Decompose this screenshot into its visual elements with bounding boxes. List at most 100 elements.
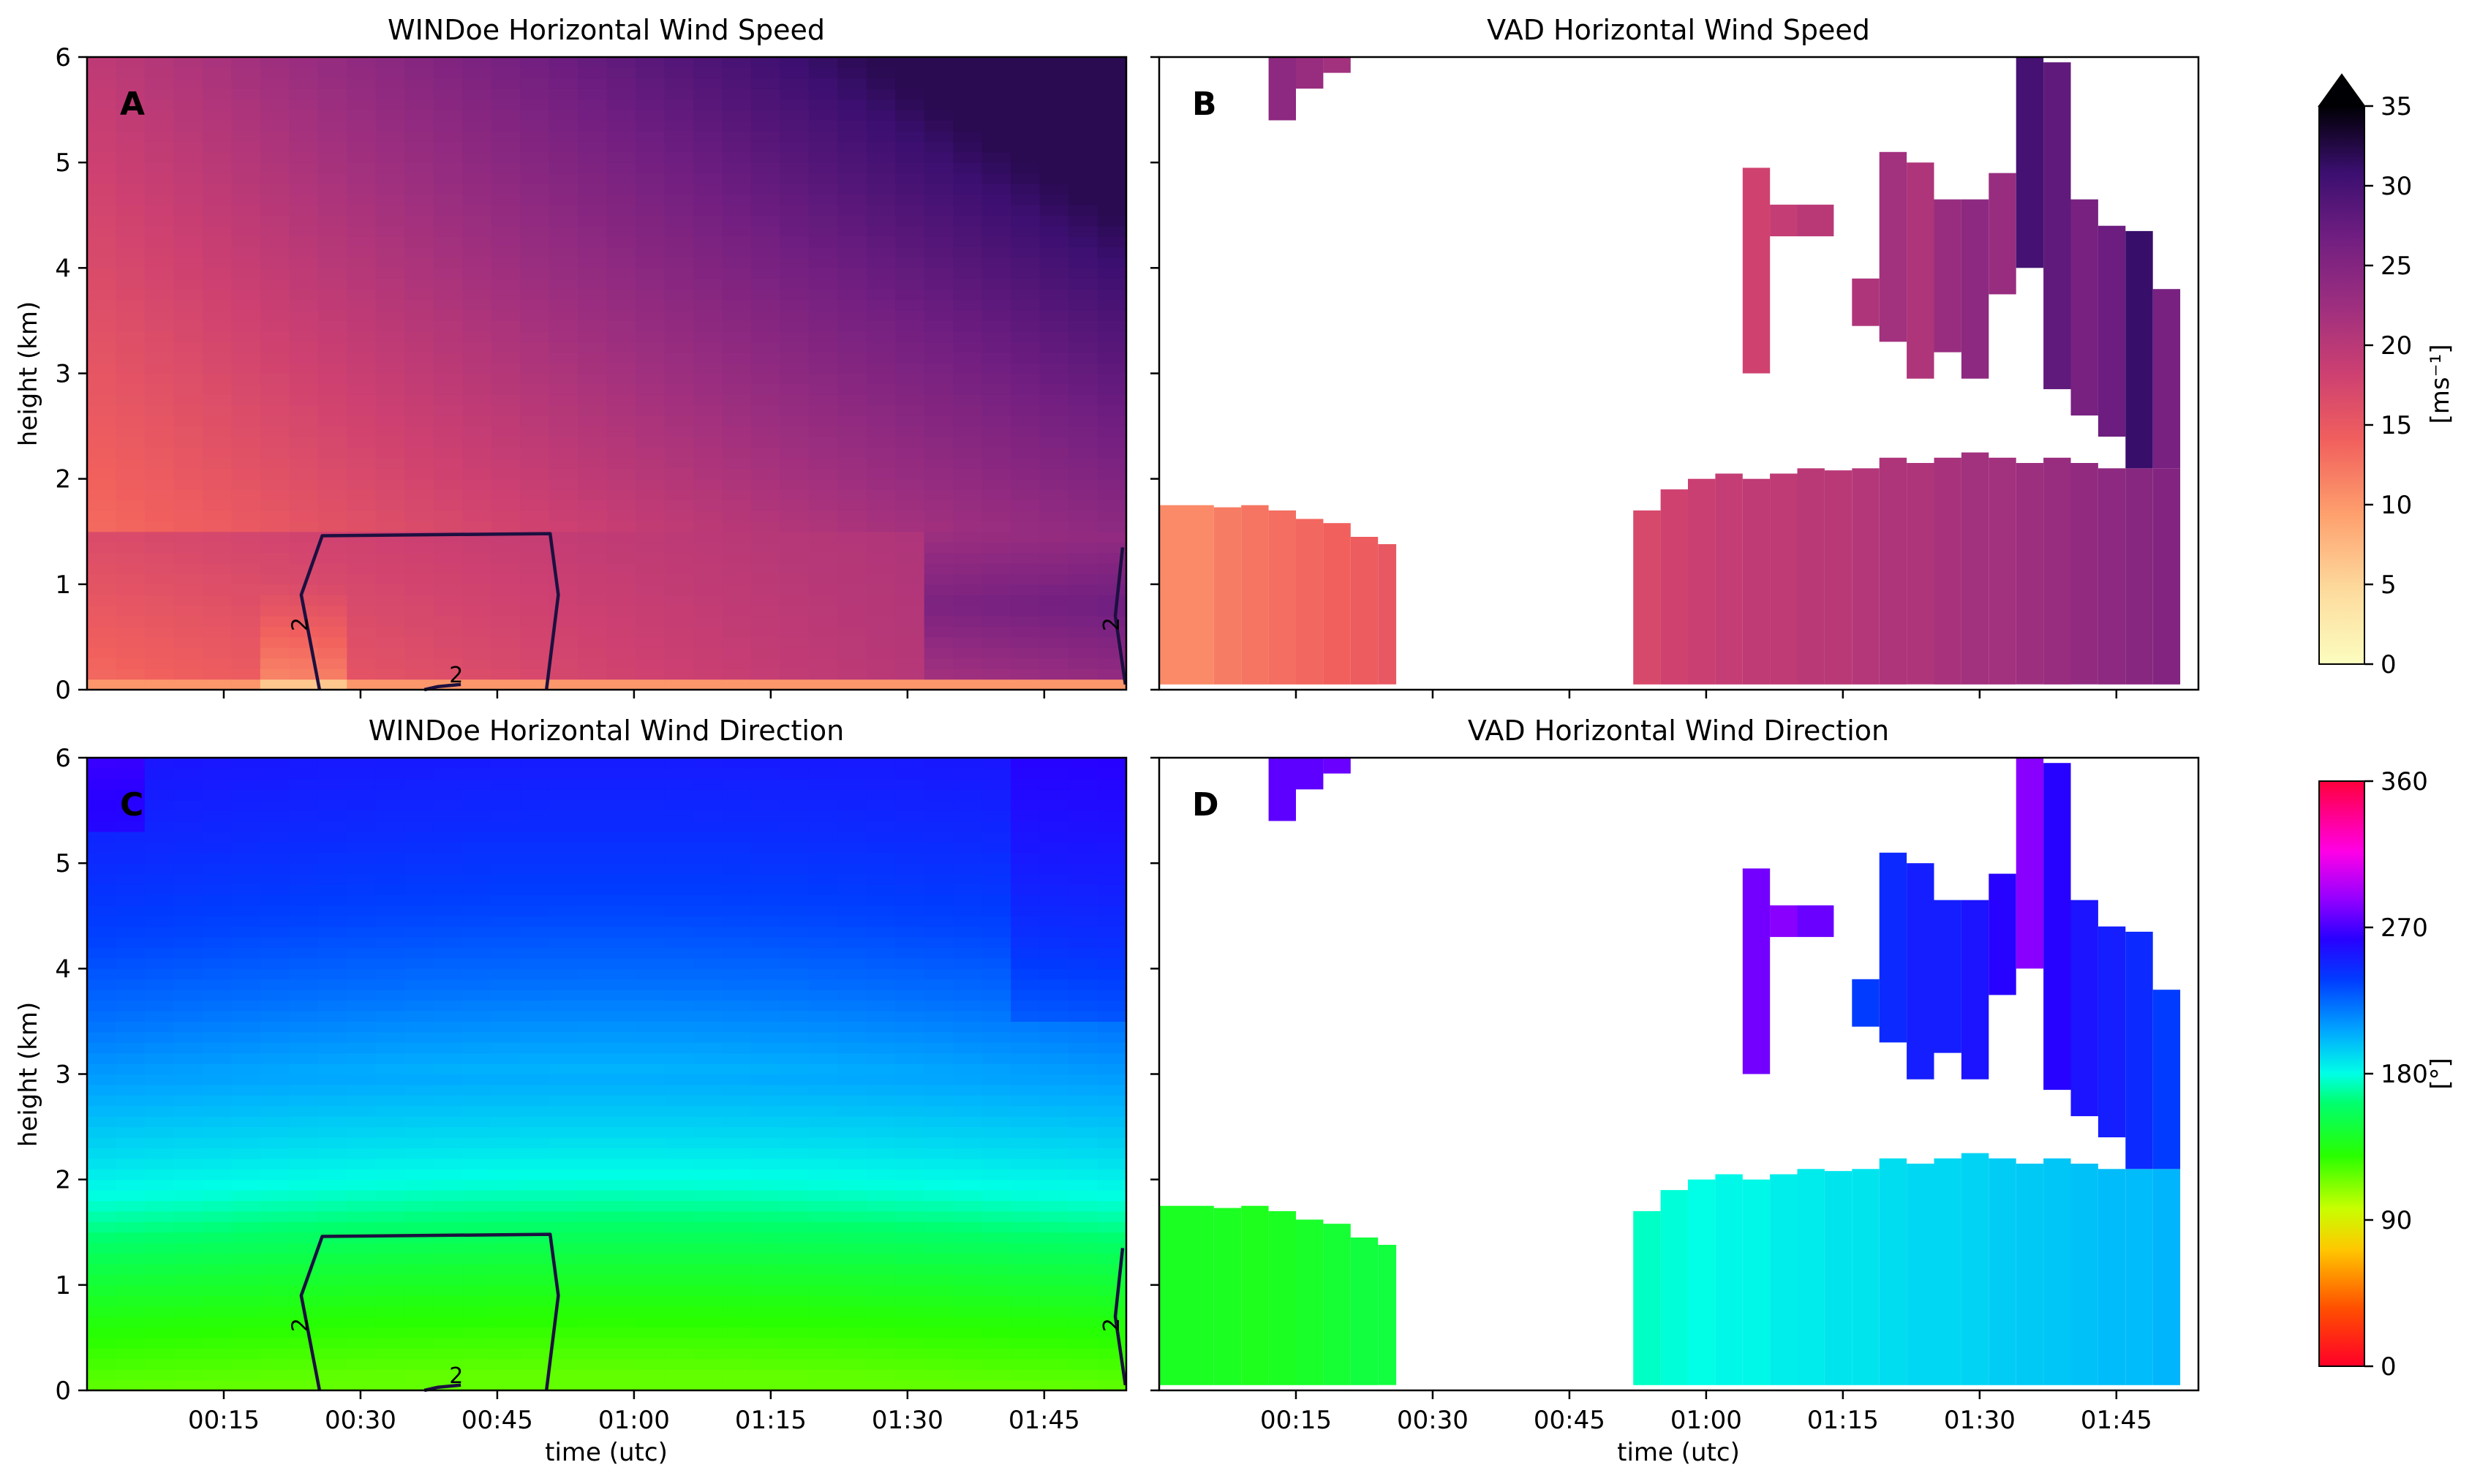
heatmap-cell [1097,873,1127,885]
heatmap-cell [837,383,867,395]
heatmap-cell [636,1358,666,1370]
heatmap-cell [231,926,261,938]
heatmap-cell [347,426,377,437]
colorbar-direction-bar [2318,780,2365,1367]
heatmap-cell [491,500,521,511]
heatmap-cell [144,415,174,427]
heatmap-cell [87,626,117,638]
heatmap-cell [722,278,752,290]
heatmap-cell [664,310,694,321]
heatmap-cell [260,563,290,574]
heatmap-cell [750,616,780,628]
heatmap-cell [750,863,780,875]
heatmap-cell [1011,584,1041,595]
heatmap-cell [722,78,752,89]
heatmap-cell [1097,1031,1127,1043]
heatmap-cell [837,626,867,638]
heatmap-cell [981,990,1011,1001]
heatmap-cell [260,352,290,364]
heatmap-cell [953,616,983,628]
heatmap-cell [462,1052,492,1064]
heatmap-cell [260,1317,290,1328]
heatmap-cell [87,404,117,416]
heatmap-cell [1097,1379,1127,1391]
heatmap-cell [1011,204,1041,216]
heatmap-cell [722,1348,752,1360]
vad-block-32 [1770,204,1798,237]
heatmap-cell [953,1243,983,1254]
heatmap-cell [462,110,492,121]
heatmap-cell [636,821,666,832]
heatmap-cell [578,130,608,142]
heatmap-cell [116,552,146,564]
heatmap-cell [693,1306,723,1317]
heatmap-cell [722,352,752,364]
heatmap-cell [87,1295,117,1307]
heatmap-cell [1068,310,1098,321]
heatmap-cell [1068,1379,1098,1391]
heatmap-cell [808,151,838,163]
heatmap-cell [722,768,752,780]
heatmap-cell [347,1042,377,1054]
heatmap-cell [780,1137,810,1148]
heatmap-cell [780,552,810,564]
heatmap-cell [491,57,521,68]
heatmap-cell [520,1116,550,1128]
heatmap-cell [837,1169,867,1180]
heatmap-cell [866,979,896,990]
heatmap-cell [260,595,290,606]
heatmap-cell [895,383,925,395]
heatmap-cell [375,521,405,532]
heatmap-cell [116,799,146,811]
heatmap-cell [202,373,232,385]
heatmap-cell [173,1190,203,1202]
heatmap-cell [924,99,954,110]
heatmap-cell [433,842,463,854]
heatmap-cell [375,768,405,780]
heatmap-cell [837,489,867,501]
heatmap-cell [693,1284,723,1296]
heatmap-cell [780,1200,810,1212]
heatmap-cell [289,1337,319,1349]
heatmap-cell [578,799,608,811]
heatmap-cell [317,151,347,163]
heatmap-cell [750,162,780,174]
heatmap-cell [693,78,723,89]
heatmap-cell [549,78,578,89]
heatmap-cell [231,626,261,638]
heatmap-cell [606,1243,636,1254]
heatmap-cell [202,88,232,100]
heatmap-cell [636,531,666,543]
heatmap-cell [1011,668,1041,680]
heatmap-cell [347,1031,377,1043]
heatmap-cell [491,1295,521,1307]
heatmap-cell [895,489,925,501]
heatmap-cell [289,990,319,1001]
heatmap-cell [260,605,290,617]
panel-c: WINDoe Horizontal Wind Direction 222 C h… [14,715,1128,1467]
heatmap-cell [375,873,405,885]
heatmap-cell [1011,67,1041,79]
heatmap-cell [173,1348,203,1360]
heatmap-cell [202,78,232,89]
heatmap-cell [693,573,723,585]
heatmap-cell [1068,510,1098,521]
heatmap-cell [317,1295,347,1307]
heatmap-cell [953,1327,983,1338]
heatmap-cell [144,88,174,100]
heatmap-cell [173,478,203,490]
heatmap-cell [289,1232,319,1243]
heatmap-cell [375,1116,405,1128]
heatmap-cell [837,194,867,206]
heatmap-cell [491,194,521,206]
heatmap-cell [520,246,550,258]
heatmap-cell [924,478,954,490]
heatmap-cell [317,1284,347,1296]
heatmap-cell [1039,968,1069,980]
heatmap-cell [1097,120,1127,132]
heatmap-cell [693,1052,723,1064]
heatmap-cell [981,215,1011,227]
heatmap-cell [981,394,1011,406]
heatmap-cell [808,1095,838,1107]
heatmap-cell [462,1084,492,1096]
